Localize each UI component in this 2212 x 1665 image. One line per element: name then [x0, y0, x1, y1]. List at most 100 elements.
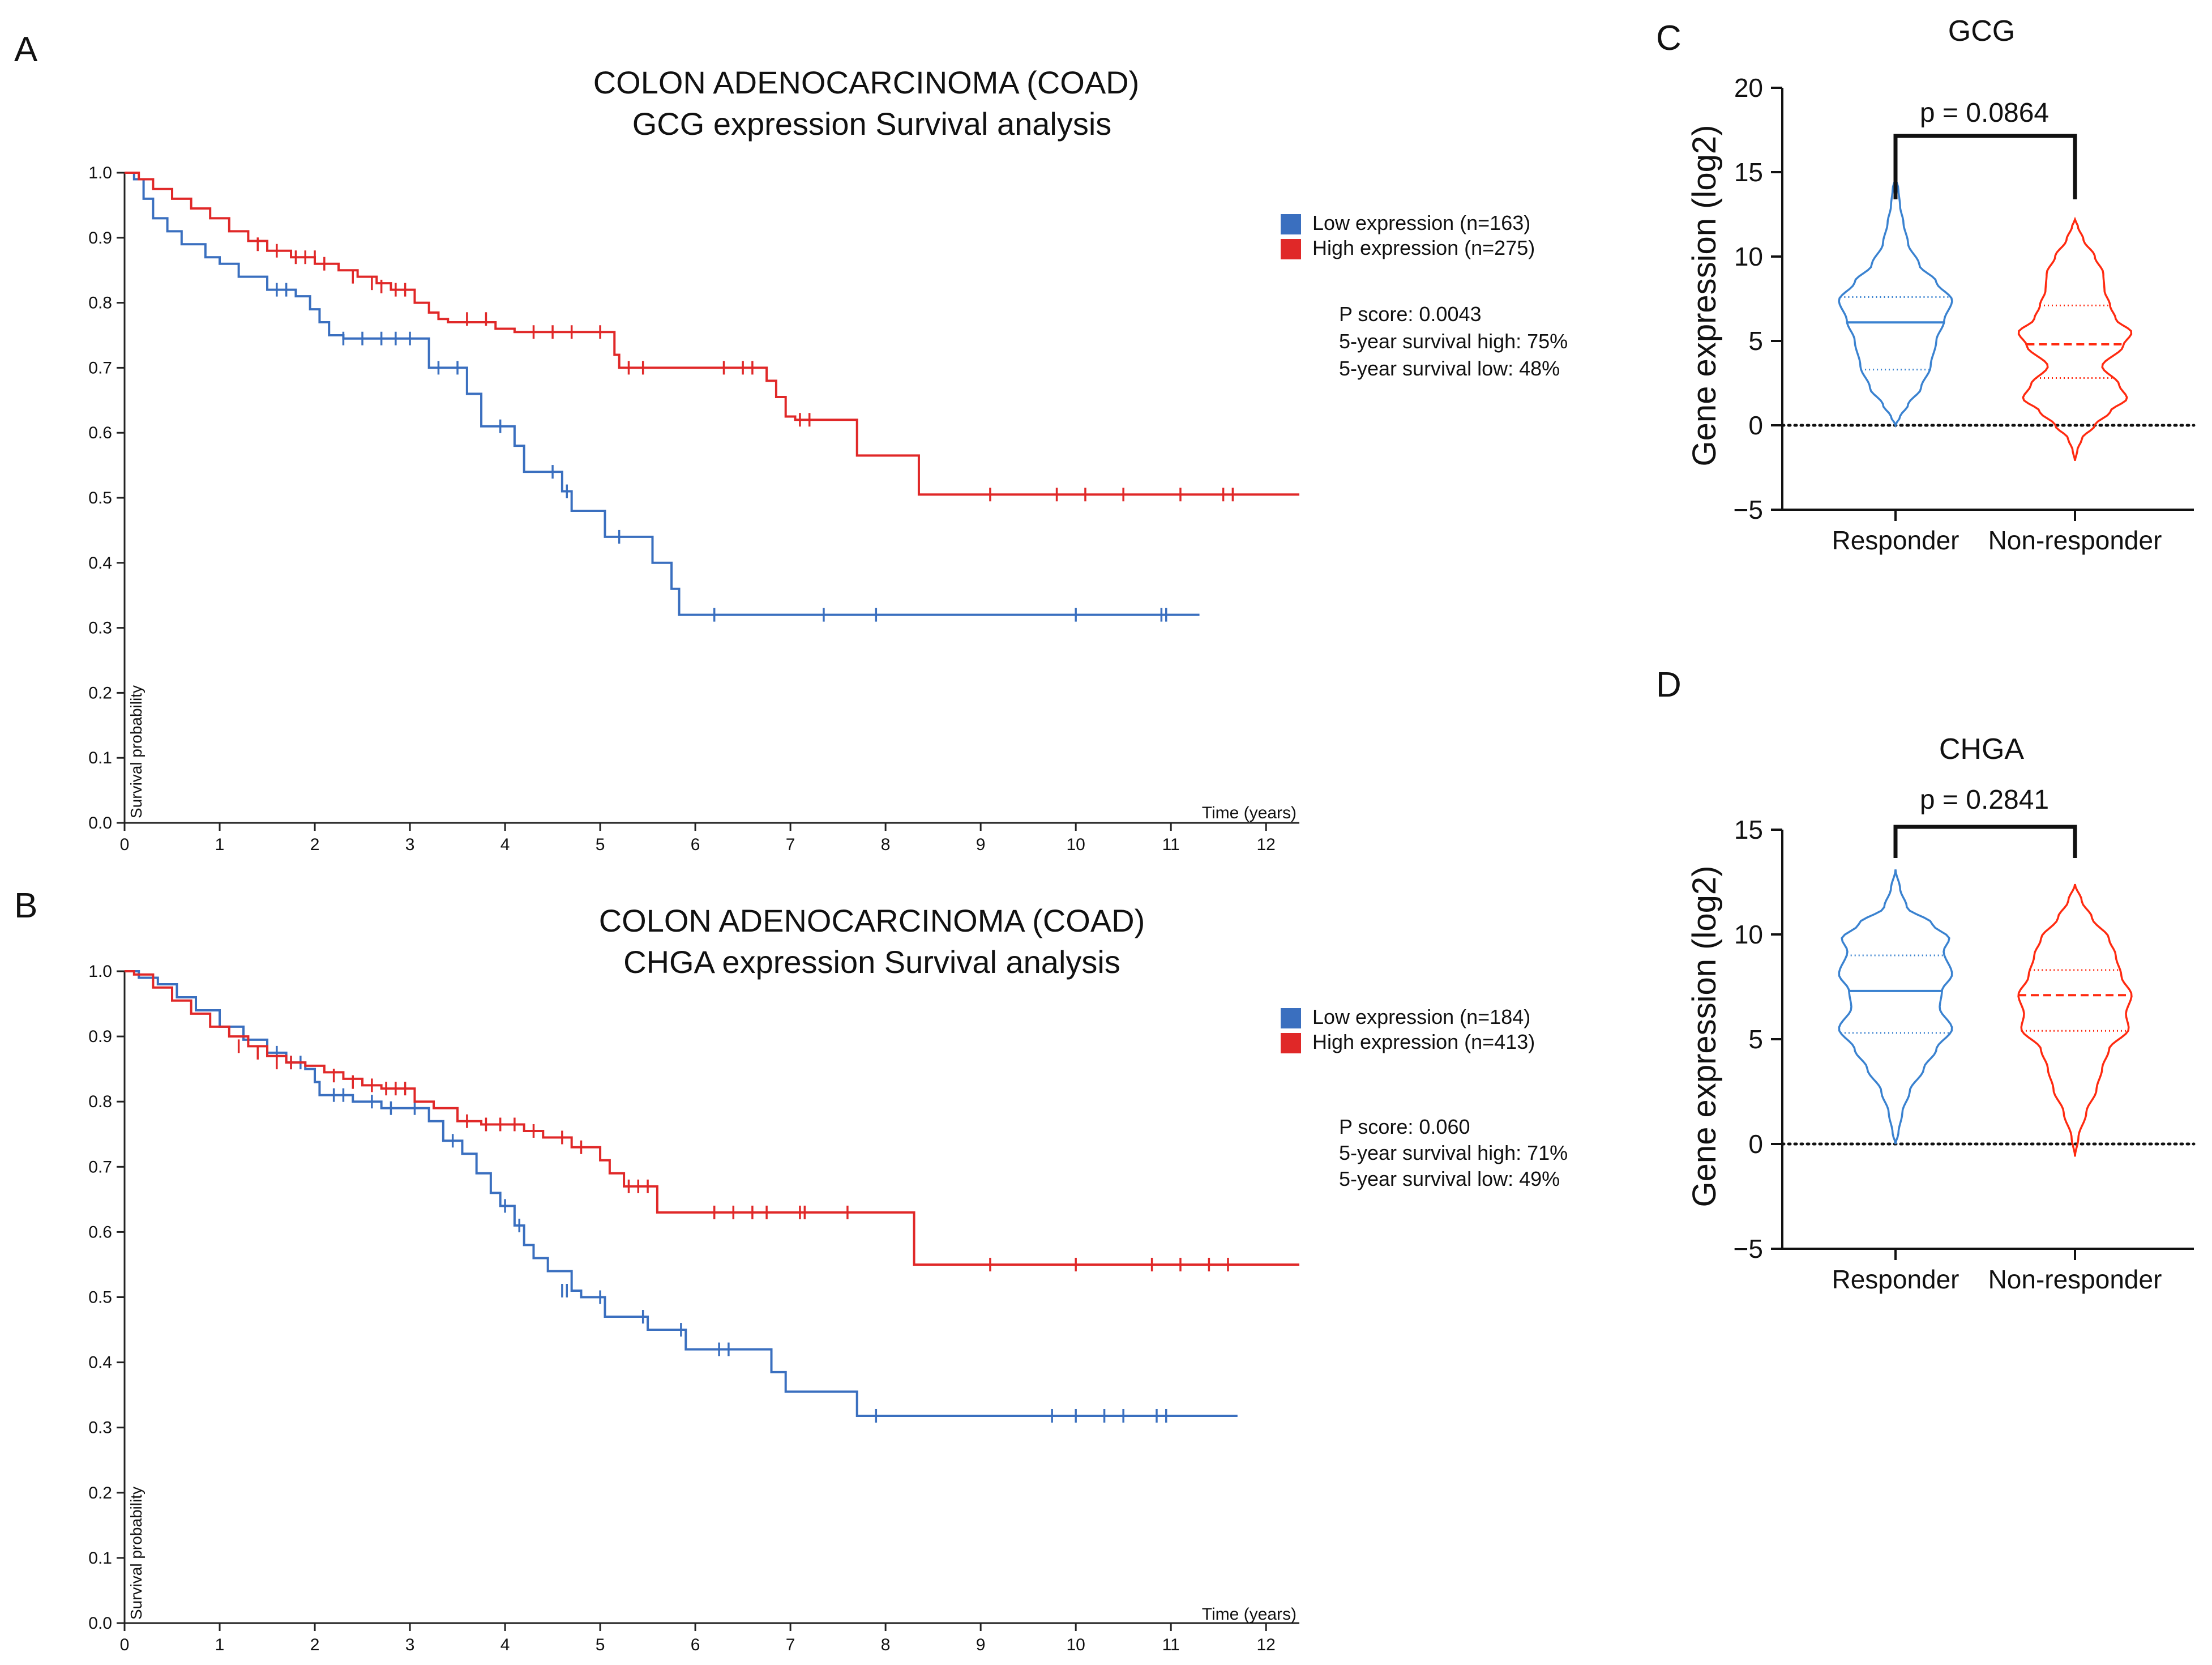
x-tick-label: 11: [1162, 1636, 1180, 1654]
x-tick-label: 10: [1066, 1636, 1085, 1654]
survival-curve-high: [125, 172, 1299, 496]
y-tick-label: 0.1: [88, 749, 112, 767]
x-tick-label: 3: [405, 1636, 415, 1654]
y-tick-label: 0.6: [88, 424, 112, 442]
y-tick-label: 0: [1748, 1129, 1763, 1159]
km-chart-chga: COLON ADENOCARCINOMA (COAD) CHGA express…: [88, 903, 1568, 1654]
legend: Low expression (n=184) High expression (…: [1281, 1005, 1535, 1053]
x-tick-label: 12: [1257, 835, 1276, 854]
significance-bracket: [1893, 134, 2077, 199]
violin-chart-gcg: GCG Gene expression (log2) −5 0 5 10 15 20 p …: [1686, 15, 2196, 555]
km-chart-gcg: COLON ADENOCARCINOMA (COAD) GCG expressi…: [88, 65, 1568, 854]
y-tick-label: 0: [1748, 411, 1763, 440]
y-tick-label: 15: [1734, 157, 1763, 187]
x-tick-label: 10: [1066, 835, 1085, 854]
y-tick-label: 0.7: [88, 358, 112, 377]
stat-p-score: P score: 0.0043: [1339, 302, 1482, 326]
y-tick-label: 0.8: [88, 294, 112, 313]
y-tick-label: 0.2: [88, 1484, 112, 1502]
y-tick-label: 0.8: [88, 1092, 112, 1111]
km-axes: 0 1 2 3 4 5 6 7 8 9 10 11 120.00.10.20.30.40.50.60.7…: [88, 164, 1299, 854]
x-tick-label: 7: [786, 835, 795, 854]
panel-label-a: A: [14, 30, 38, 69]
x-tick-label: 4: [500, 1636, 510, 1654]
km-title-line1: COLON ADENOCARCINOMA (COAD): [593, 65, 1140, 100]
violin-non-responder: [2017, 883, 2133, 1157]
legend-swatch-low: [1281, 1008, 1301, 1028]
stat-survival-high: 5-year survival high: 71%: [1339, 1141, 1568, 1164]
x-tick-label: 8: [881, 1636, 891, 1654]
violin-title: GCG: [1948, 15, 2015, 48]
x-tick-label: 12: [1257, 1636, 1276, 1654]
y-tick-label: 0.3: [88, 1419, 112, 1437]
legend-swatch-low: [1281, 214, 1301, 234]
x-tick-label: 4: [500, 835, 510, 854]
x-tick-label: 2: [310, 835, 320, 854]
survival-curve-low: [125, 970, 1238, 1417]
violin-non-responder: [2017, 216, 2133, 461]
km-title-line2: GCG expression Survival analysis: [632, 106, 1112, 142]
y-tick-label: 0.3: [88, 619, 112, 638]
stat-p-score: P score: 0.060: [1339, 1115, 1470, 1138]
panel-label-d: D: [1656, 665, 1682, 705]
category-label-responder: Responder: [1832, 526, 1959, 555]
legend-label-low: Low expression (n=184): [1312, 1005, 1530, 1028]
x-tick-label: 8: [881, 835, 891, 854]
category-label-non-responder: Non-responder: [1988, 1265, 2162, 1294]
violin-axes: −5 0 5 10 15 20: [1734, 73, 2196, 524]
y-tick-label: 0.9: [88, 1027, 112, 1046]
stats-block: P score: 0.060 5-year survival high: 71%…: [1339, 1115, 1568, 1190]
y-tick-label: 15: [1734, 815, 1763, 844]
km-curves: [125, 970, 1299, 1423]
y-tick-label: 1.0: [88, 962, 112, 981]
stat-survival-low: 5-year survival low: 49%: [1339, 1167, 1560, 1190]
km-curves: [125, 172, 1299, 622]
y-tick-label: −5: [1734, 1234, 1763, 1263]
x-tick-label: 7: [786, 1636, 795, 1654]
legend: Low expression (n=163) High expression (…: [1281, 211, 1535, 259]
y-tick-label: 0.6: [88, 1223, 112, 1241]
y-tick-label: 0.4: [88, 554, 112, 573]
legend-swatch-high: [1281, 239, 1301, 259]
survival-curve-low: [125, 172, 1200, 616]
x-tick-label: 5: [596, 1636, 605, 1654]
y-tick-label: 0.1: [88, 1549, 112, 1568]
violin-responder: [1838, 177, 1953, 428]
legend-label-high: High expression (n=413): [1312, 1030, 1535, 1053]
y-tick-label: 0.7: [88, 1158, 112, 1176]
y-tick-label: 5: [1748, 326, 1763, 356]
legend-swatch-high: [1281, 1033, 1301, 1053]
y-axis-title: Gene expression (log2): [1686, 866, 1723, 1207]
y-tick-label: 20: [1734, 73, 1763, 103]
x-tick-label: 0: [120, 835, 130, 854]
y-tick-label: 1.0: [88, 164, 112, 182]
y-tick-label: 0.5: [88, 1288, 112, 1307]
y-tick-label: 0.4: [88, 1354, 112, 1372]
panel-label-b: B: [14, 886, 37, 925]
stat-survival-high: 5-year survival high: 75%: [1339, 330, 1568, 353]
y-tick-label: 0.0: [88, 1614, 112, 1633]
y-tick-label: 10: [1734, 920, 1763, 949]
survival-curve-high: [125, 970, 1299, 1266]
y-tick-label: 0.9: [88, 229, 112, 247]
y-axis-title: Gene expression (log2): [1686, 125, 1723, 467]
y-tick-label: 5: [1748, 1024, 1763, 1054]
x-tick-label: 3: [405, 835, 415, 854]
y-tick-label: 0.2: [88, 684, 112, 702]
legend-label-low: Low expression (n=163): [1312, 211, 1530, 234]
x-axis-title: Time (years): [1202, 804, 1297, 822]
x-tick-label: 5: [596, 835, 605, 854]
category-label-responder: Responder: [1832, 1265, 1959, 1294]
violins: [1838, 134, 2133, 461]
violin-responder: [1838, 869, 1953, 1145]
x-tick-label: 2: [310, 1636, 320, 1654]
category-label-non-responder: Non-responder: [1988, 526, 2162, 555]
x-tick-label: 9: [976, 1636, 986, 1654]
y-tick-label: −5: [1734, 495, 1763, 524]
stats-block: P score: 0.0043 5-year survival high: 75…: [1339, 302, 1568, 380]
violins: [1838, 825, 2133, 1157]
x-tick-label: 9: [976, 835, 986, 854]
p-value-label: p = 0.0864: [1920, 98, 2049, 128]
x-tick-label: 1: [215, 835, 225, 854]
